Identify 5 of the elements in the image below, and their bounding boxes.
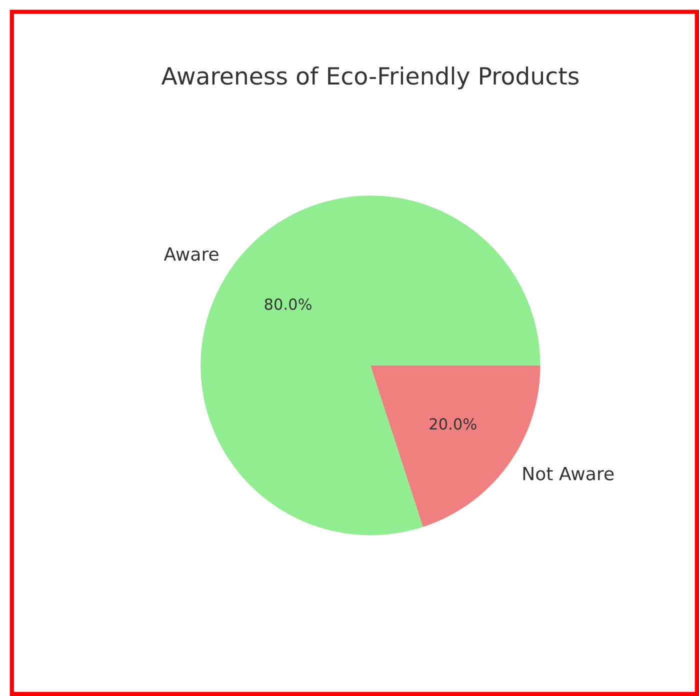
data-label: 20.0% — [430, 418, 476, 430]
data-label: 80.0% — [264, 298, 312, 310]
slice-label: Aware — [164, 247, 218, 261]
slice-label: Not Aware — [523, 467, 614, 480]
chart-title: Awareness of Eco-Friendly Products — [161, 66, 579, 90]
